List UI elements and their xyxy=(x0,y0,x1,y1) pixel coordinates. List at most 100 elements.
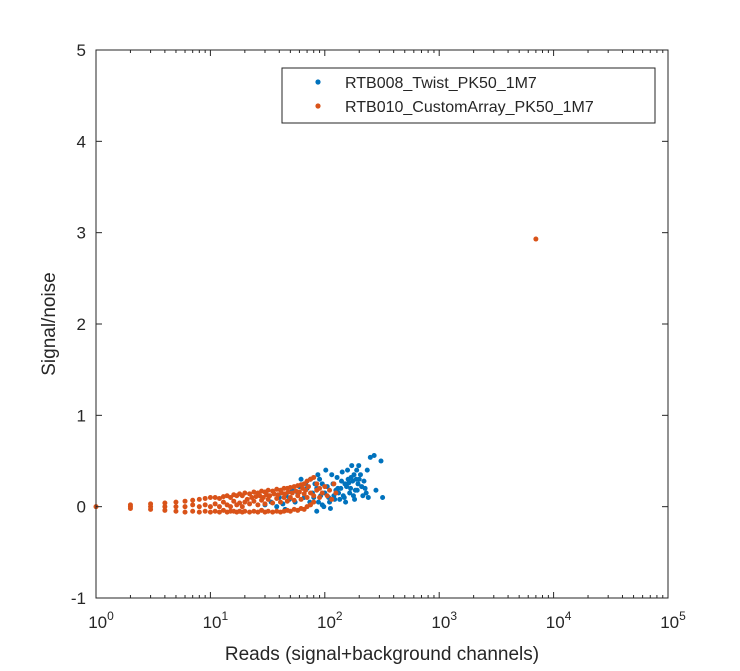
legend: RTB008_Twist_PK50_1M7 RTB010_CustomArray… xyxy=(281,67,656,124)
data-point xyxy=(270,500,276,506)
data-point xyxy=(347,490,353,496)
data-point xyxy=(334,474,340,480)
data-point xyxy=(251,508,257,514)
data-point xyxy=(265,508,271,514)
data-point xyxy=(162,500,168,506)
data-point xyxy=(255,502,261,508)
data-point xyxy=(190,502,196,508)
data-point xyxy=(365,495,371,501)
data-point xyxy=(127,502,133,508)
legend-marker-rtb008 xyxy=(315,79,321,85)
data-point xyxy=(190,508,196,514)
legend-label-rtb010: RTB010_CustomArray_PK50_1M7 xyxy=(345,99,594,116)
data-point xyxy=(329,472,335,478)
y-tick-label: 4 xyxy=(77,132,86,151)
data-point xyxy=(354,467,360,473)
data-point xyxy=(262,501,268,507)
data-point xyxy=(298,496,304,502)
data-point xyxy=(267,493,273,499)
data-point xyxy=(362,485,368,491)
x-axis-label: Reads (signal+background channels) xyxy=(225,644,539,665)
data-point xyxy=(271,491,277,497)
data-point xyxy=(380,495,386,501)
data-point xyxy=(242,508,248,514)
data-point xyxy=(202,508,208,514)
data-point xyxy=(357,472,363,478)
data-point xyxy=(216,495,222,501)
legend-marker-rtb010 xyxy=(315,103,321,109)
data-point xyxy=(311,474,317,480)
data-point xyxy=(324,493,330,499)
data-point xyxy=(291,497,297,503)
data-point xyxy=(182,504,188,510)
data-point xyxy=(287,484,293,490)
data-point xyxy=(344,484,350,490)
data-point xyxy=(148,501,154,507)
data-point xyxy=(317,495,323,501)
data-point xyxy=(327,487,333,493)
data-point xyxy=(253,494,259,500)
data-point xyxy=(346,480,352,486)
data-point xyxy=(356,463,362,469)
data-point xyxy=(341,495,347,501)
data-point xyxy=(315,472,321,478)
data-point xyxy=(371,453,377,459)
data-point xyxy=(298,476,304,482)
data-point xyxy=(343,499,349,505)
series-2 xyxy=(93,236,539,515)
legend-box xyxy=(281,67,656,124)
data-point xyxy=(352,496,358,502)
data-point xyxy=(338,485,344,491)
y-tick-label: -1 xyxy=(71,589,86,608)
x-axis-ticks: 100 101 102 103 104 105 xyxy=(88,50,686,632)
data-point xyxy=(182,498,188,504)
data-point xyxy=(311,499,317,505)
data-point xyxy=(190,497,196,503)
y-tick-label: 0 xyxy=(77,498,86,517)
data-point xyxy=(321,504,327,510)
data-point xyxy=(196,509,202,515)
data-point xyxy=(355,481,361,487)
data-point xyxy=(265,487,271,493)
data-point xyxy=(127,505,133,511)
data-point xyxy=(317,476,323,482)
data-point xyxy=(212,508,218,514)
data-point xyxy=(333,490,339,496)
data-point xyxy=(314,508,320,514)
data-point xyxy=(274,508,280,514)
data-point xyxy=(339,469,345,475)
data-point xyxy=(244,496,250,502)
data-point xyxy=(339,478,345,484)
data-point xyxy=(351,472,357,478)
data-point xyxy=(207,504,213,510)
data-point xyxy=(274,486,280,492)
data-point xyxy=(260,495,266,501)
data-point xyxy=(331,481,337,487)
data-point xyxy=(231,498,237,504)
y-axis-ticks: -1 0 1 2 3 4 5 xyxy=(71,41,668,608)
data-point xyxy=(249,495,255,501)
data-point xyxy=(303,487,309,493)
data-point xyxy=(216,509,222,515)
legend-label-rtb008: RTB008_Twist_PK50_1M7 xyxy=(345,75,537,92)
data-point xyxy=(251,489,257,495)
data-point xyxy=(207,495,213,501)
data-point xyxy=(212,501,218,507)
x-tick-label: 102 xyxy=(317,609,343,632)
data-point xyxy=(322,484,328,490)
data-point xyxy=(242,490,248,496)
data-point xyxy=(349,463,355,469)
data-point xyxy=(220,499,226,505)
x-tick-label: 104 xyxy=(546,609,572,632)
data-point xyxy=(311,493,317,499)
data-point xyxy=(323,467,329,473)
x-tick-label: 103 xyxy=(431,609,457,632)
data-point xyxy=(364,467,370,473)
y-tick-label: 5 xyxy=(77,41,86,60)
y-axis-label: Signal/noise xyxy=(39,272,60,376)
x-tick-label: 101 xyxy=(203,609,229,632)
data-point xyxy=(373,487,379,493)
data-point xyxy=(329,496,335,502)
data-point xyxy=(270,509,276,515)
